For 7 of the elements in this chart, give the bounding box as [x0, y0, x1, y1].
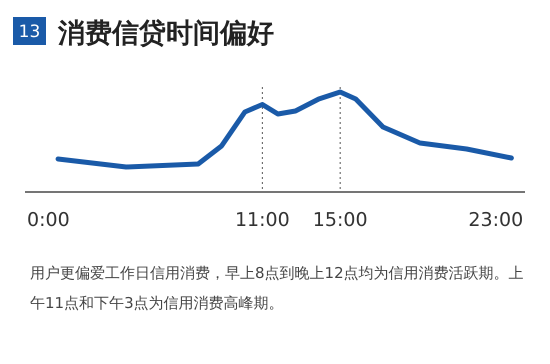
x-tick-label: 15:00 — [312, 209, 368, 231]
text: 用户更偏爱工作日信用消费，早上8点到晚上12点均为信用消费活跃期。上午11点和下午3点为信用消费高峰期。 — [30, 263, 525, 314]
x-tick-label: 23:00 — [468, 209, 524, 231]
chart-title: 消费信贷时间偏好 — [57, 18, 274, 49]
x-tick-label: 0:00 — [27, 209, 70, 231]
badge: 13 — [13, 17, 46, 45]
x-tick-label: 11:00 — [234, 209, 290, 231]
